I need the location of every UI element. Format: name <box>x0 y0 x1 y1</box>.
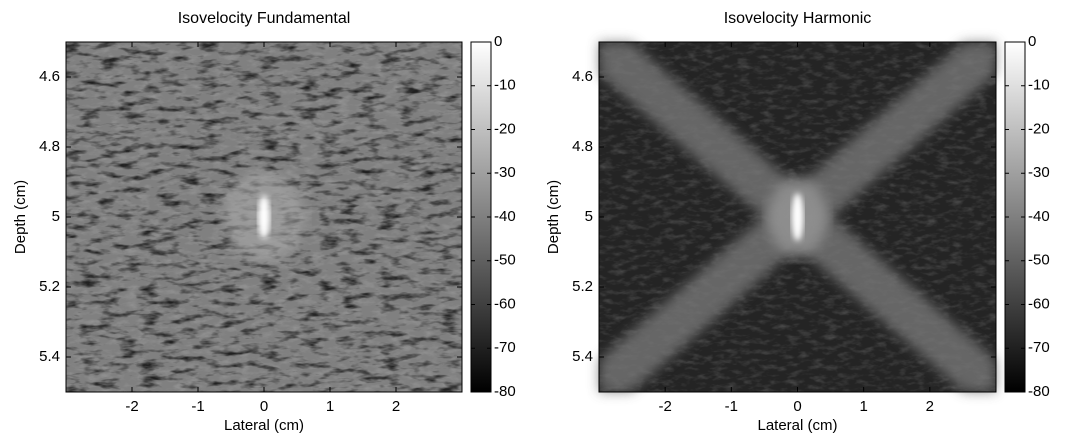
colorbar-tick-label: -30 <box>494 164 516 181</box>
y-tick-label: 4.8 <box>572 138 593 155</box>
y-axis-label: Depth (cm) <box>12 180 29 254</box>
y-axis-label: Depth (cm) <box>545 180 562 254</box>
colorbar-tick-label: -20 <box>1028 120 1050 137</box>
colorbar-tick-label: -70 <box>494 339 516 356</box>
y-tick-label: 5.2 <box>572 278 593 295</box>
x-tick-label: -2 <box>125 398 138 415</box>
x-tick-label: 0 <box>793 398 801 415</box>
y-tick-label: 5.4 <box>572 348 593 365</box>
chart-title: Isovelocity Fundamental <box>178 10 351 27</box>
x-tick-label: 2 <box>926 398 934 415</box>
colorbar-tick-label: -10 <box>494 77 516 94</box>
x-axis-label: Lateral (cm) <box>757 417 837 434</box>
y-tick-label: 4.6 <box>39 68 60 85</box>
colorbar-tick-label: -10 <box>1028 77 1050 94</box>
focal-spot <box>258 195 270 239</box>
y-tick-label: 5.4 <box>39 348 60 365</box>
colorbar-tick-label: -40 <box>494 208 516 225</box>
x-tick-label: 1 <box>859 398 867 415</box>
focal-spot <box>791 193 804 241</box>
y-tick-label: 4.6 <box>572 68 593 85</box>
x-tick-label: -2 <box>658 398 671 415</box>
x-tick-label: -1 <box>725 398 738 415</box>
colorbar-tick-label: -80 <box>1028 383 1050 400</box>
colorbar-tick-label: -50 <box>1028 252 1050 269</box>
colorbar-tick-label: -50 <box>494 252 516 269</box>
colorbar-tick-label: -80 <box>494 383 516 400</box>
colorbar-tick-label: -30 <box>1028 164 1050 181</box>
colorbar-tick-label: 0 <box>1028 33 1036 50</box>
x-axis-label: Lateral (cm) <box>224 417 304 434</box>
colorbar-tick-label: -60 <box>494 295 516 312</box>
colorbar-tick-label: 0 <box>494 33 502 50</box>
chart-title: Isovelocity Harmonic <box>724 10 872 27</box>
colorbar-tick-label: -60 <box>1028 295 1050 312</box>
y-tick-label: 5 <box>585 208 593 225</box>
colorbar-tick-label: -20 <box>494 120 516 137</box>
colorbar-tick-label: -70 <box>1028 339 1050 356</box>
x-tick-label: -1 <box>191 398 204 415</box>
y-tick-label: 4.8 <box>39 138 60 155</box>
y-tick-label: 5 <box>52 208 60 225</box>
y-tick-label: 5.2 <box>39 278 60 295</box>
x-tick-label: 0 <box>260 398 268 415</box>
x-tick-label: 2 <box>392 398 400 415</box>
colorbar-tick-label: -40 <box>1028 208 1050 225</box>
x-tick-label: 1 <box>326 398 334 415</box>
